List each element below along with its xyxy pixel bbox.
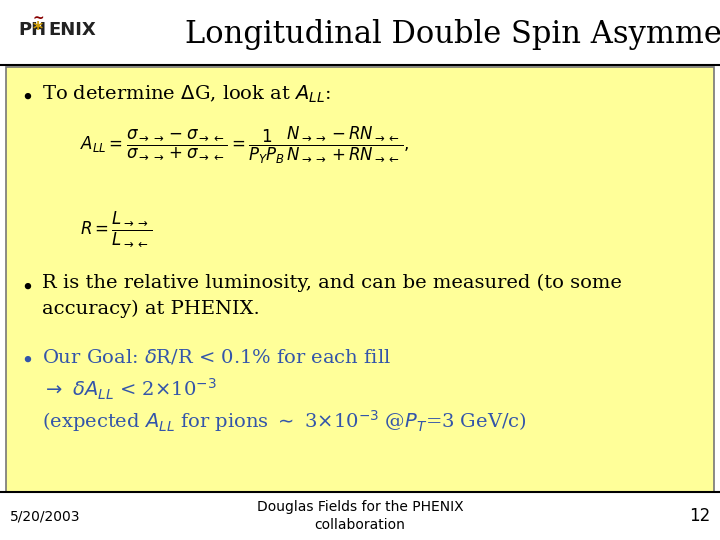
Text: $\rightarrow$ $\delta A_{LL}$ < 2$\times$10$^{-3}$: $\rightarrow$ $\delta A_{LL}$ < 2$\times… <box>42 377 217 402</box>
Text: To determine $\Delta$G, look at $A_{LL}$:: To determine $\Delta$G, look at $A_{LL}$… <box>42 84 331 105</box>
Text: R is the relative luminosity, and can be measured (to some
accuracy) at PHENIX.: R is the relative luminosity, and can be… <box>42 274 622 318</box>
Text: $A_{LL} = \dfrac{\sigma_{\rightarrow\rightarrow} - \sigma_{\rightarrow\leftarrow: $A_{LL} = \dfrac{\sigma_{\rightarrow\rig… <box>80 125 409 166</box>
Text: *: * <box>33 19 43 38</box>
Text: $\bullet$: $\bullet$ <box>20 85 32 107</box>
FancyBboxPatch shape <box>6 67 714 492</box>
Text: 5/20/2003: 5/20/2003 <box>10 509 81 523</box>
Text: $R = \dfrac{L_{\rightarrow\rightarrow}}{L_{\rightarrow\leftarrow}}$: $R = \dfrac{L_{\rightarrow\rightarrow}}{… <box>80 210 153 249</box>
Text: PH: PH <box>18 21 46 39</box>
Text: ~: ~ <box>32 12 44 26</box>
Text: Douglas Fields for the PHENIX
collaboration: Douglas Fields for the PHENIX collaborat… <box>257 500 463 532</box>
Text: Longitudinal Double Spin Asymmetries: Longitudinal Double Spin Asymmetries <box>185 19 720 51</box>
FancyBboxPatch shape <box>0 0 720 65</box>
Text: ENIX: ENIX <box>48 21 96 39</box>
Text: $\bullet$: $\bullet$ <box>20 275 32 297</box>
Text: $\bullet$: $\bullet$ <box>20 348 32 370</box>
Text: 12: 12 <box>689 507 710 525</box>
Text: (expected $A_{LL}$ for pions $\sim$ 3$\times$10$^{-3}$ @$P_T$=3 GeV/c): (expected $A_{LL}$ for pions $\sim$ 3$\t… <box>42 408 527 434</box>
Text: Our Goal: $\delta$R/R < 0.1% for each fill: Our Goal: $\delta$R/R < 0.1% for each fi… <box>42 347 391 366</box>
